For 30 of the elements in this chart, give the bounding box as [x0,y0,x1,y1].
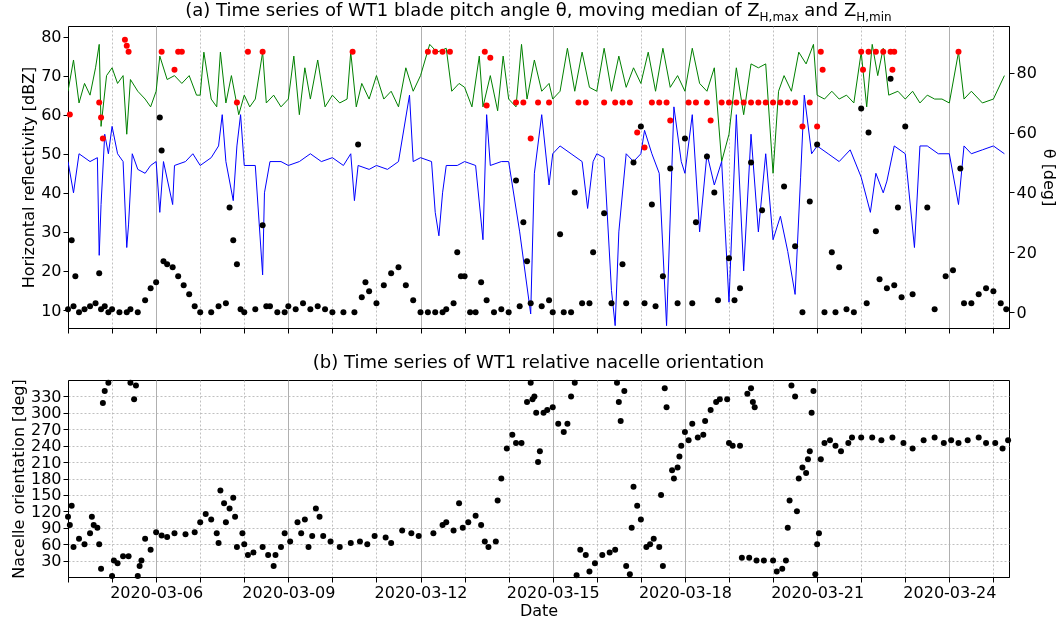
y-tick-label: 180 [30,469,62,488]
x-tick-label: 2020-03-06 [110,582,204,602]
x-tick-label: 2020-03-15 [506,582,600,602]
y2-tick-label: 40 [1016,182,1037,202]
y-axis-title: Nacelle orientation [deg] [8,379,28,579]
y-tick-label: 40 [41,183,62,203]
y2-tick-label: 20 [1016,242,1037,262]
y-tick-label: 30 [41,551,62,571]
y-tick-label: 10 [41,300,62,320]
y-tick-label: 50 [41,144,62,164]
y-tick-label: 30 [41,222,62,242]
line-series [68,43,1005,174]
x-tick-label: 2020-03-24 [903,582,997,602]
y-tick-label: 70 [41,66,62,86]
y-tick-label: 60 [41,105,62,125]
y2-tick-label: 0 [1016,302,1027,322]
x-tick-label: 2020-03-21 [771,582,865,602]
chart-title: (a) Time series of WT1 blade pitch angle θ, moving median of Z$_{H,max}$ and Z$_{H,min}$ [185,0,892,24]
y2-tick-label: 60 [1016,123,1037,143]
x-tick-label: 2020-03-18 [638,582,732,602]
y-tick-label: 20 [41,261,62,281]
x-axis-title: Date [519,600,559,620]
y-tick-label: 330 [30,386,62,406]
y-tick-label: 80 [41,27,62,47]
y2-tick-label: 80 [1016,63,1037,83]
y-axis-title: Horizontal reflectivity [dBZ] [19,66,39,289]
x-tick-label: 2020-03-09 [242,582,336,602]
y2-axis-title: θ [deg] [1039,148,1059,207]
chart-title: (b) Time series of WT1 relative nacelle orientation [312,351,765,372]
x-tick-label: 2020-03-12 [374,582,468,602]
